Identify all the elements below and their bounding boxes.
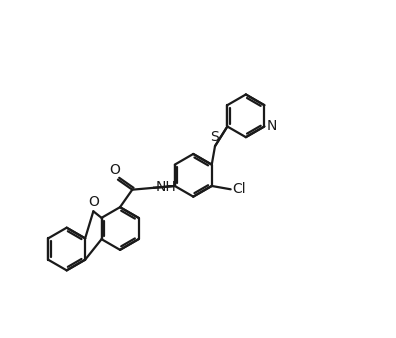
Text: O: O	[88, 195, 99, 209]
Text: NH: NH	[156, 180, 176, 194]
Text: O: O	[109, 163, 120, 177]
Text: Cl: Cl	[232, 182, 246, 196]
Text: N: N	[267, 120, 277, 134]
Text: S: S	[210, 130, 219, 144]
